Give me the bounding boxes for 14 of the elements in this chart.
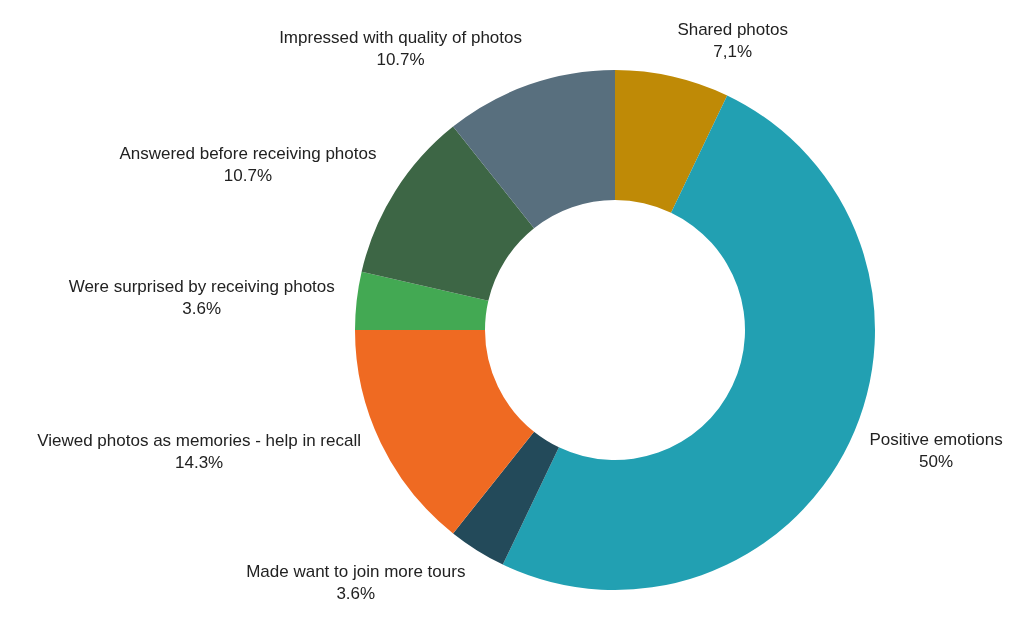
data-label: 14.3% <box>174 453 224 473</box>
data-label: 3.6% <box>336 583 376 603</box>
slice-label: Shared photos <box>677 19 788 39</box>
data-label: 10.7% <box>376 50 425 70</box>
data-label: 3.6% <box>182 298 222 318</box>
data-label: 7,1% <box>713 41 753 61</box>
slice-label: Made want to join more tours <box>246 561 466 581</box>
slice-label: Answered before receiving photos <box>119 144 377 164</box>
slice-label: Were surprised by receiving photos <box>68 276 335 296</box>
data-label: 50% <box>919 452 954 472</box>
slice-label: Impressed with quality of photos <box>279 28 522 48</box>
slice-label: Positive emotions <box>869 430 1003 450</box>
slice-label: Viewed photos as memories - help in recall <box>37 431 361 451</box>
data-label: 10.7% <box>223 166 273 186</box>
